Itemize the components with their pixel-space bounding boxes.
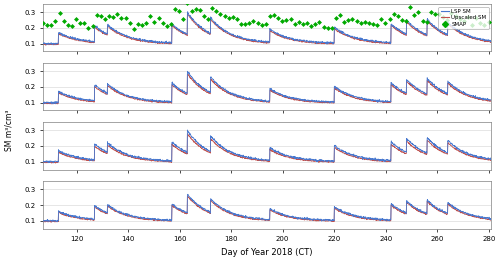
X-axis label: Day of Year 2018 (CT): Day of Year 2018 (CT) — [222, 248, 313, 257]
Legend: LSP SM, Upscaled SM, SMAP: LSP SM, Upscaled SM, SMAP — [438, 7, 488, 29]
Text: SM m³/cm³: SM m³/cm³ — [5, 110, 14, 151]
